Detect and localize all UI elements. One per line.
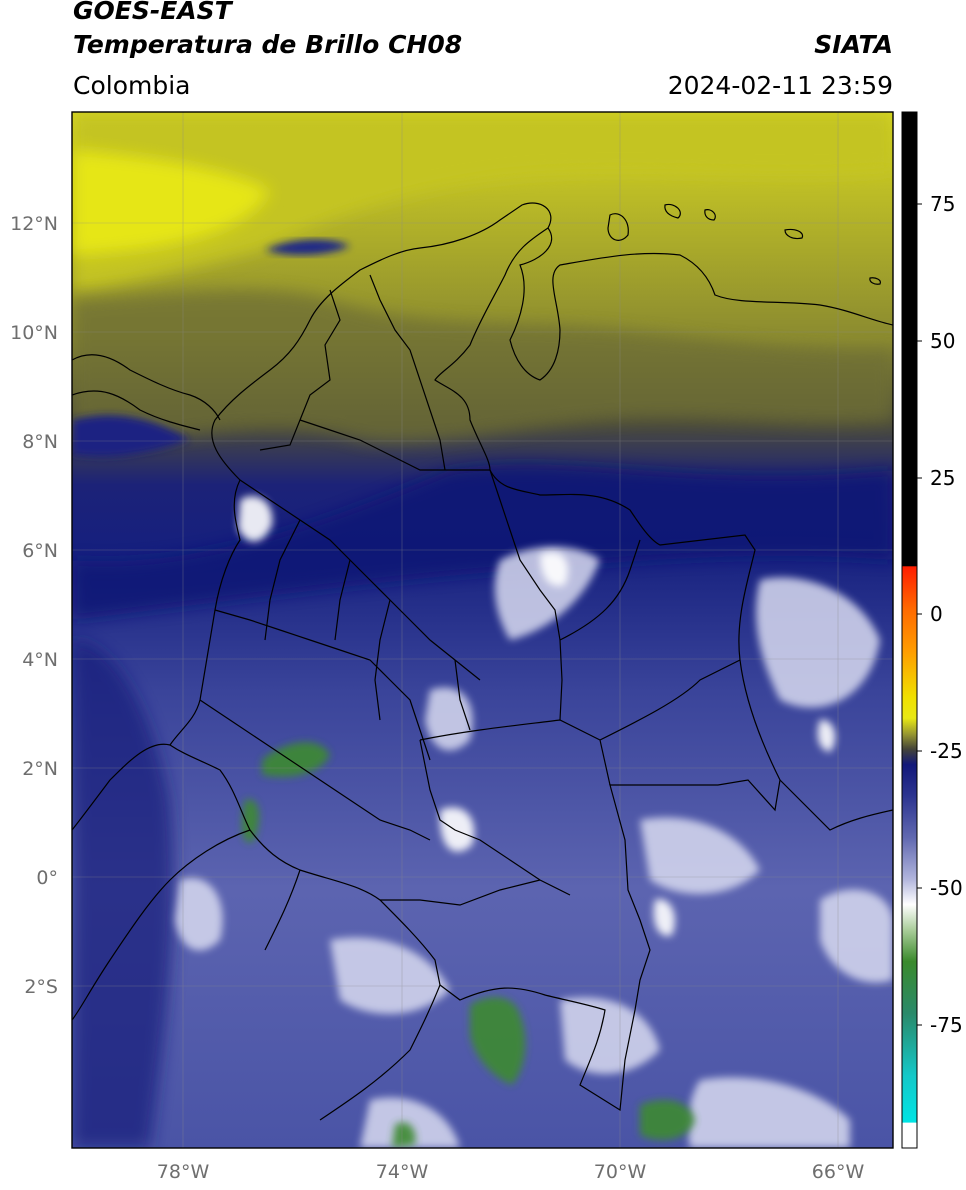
cold-cloud-tops: [241, 742, 695, 1148]
colorbar: 75 50 25 0 -25 -50 -75: [901, 111, 963, 1149]
brightness-temperature-field: [72, 112, 893, 1148]
map-frame: [71, 111, 894, 1149]
product-title: Temperatura de Brillo CH08: [73, 30, 463, 59]
lat-label: 10°N: [10, 322, 58, 344]
colorbar-tick-label: 75: [930, 192, 955, 216]
longitude-labels: 78°W 74°W 70°W 66°W: [157, 1161, 865, 1183]
satellite-title: GOES-EAST: [73, 0, 232, 25]
lat-label: 2°N: [22, 758, 58, 780]
colorbar-tick-label: 50: [930, 329, 955, 353]
datetime-label: 2024-02-11 23:59: [667, 71, 893, 100]
latitude-labels: 12°N 10°N 8°N 6°N 4°N 2°N 0° 2°S: [10, 213, 58, 998]
lat-label: 6°N: [22, 540, 58, 562]
lon-label: 74°W: [376, 1161, 429, 1183]
lon-label: 78°W: [157, 1161, 210, 1183]
lon-label: 66°W: [812, 1161, 865, 1183]
region-label: Colombia: [73, 71, 191, 100]
lat-label: 8°N: [22, 431, 58, 453]
colorbar-tick-label: -50: [930, 876, 963, 900]
lat-label: 12°N: [10, 213, 58, 235]
colorbar-gradient: [902, 112, 917, 1148]
colorbar-tick-label: -75: [930, 1013, 963, 1037]
colorbar-tick-label: 0: [930, 602, 943, 626]
colorbar-tick-label: -25: [930, 739, 963, 763]
colorbar-frame: [901, 111, 918, 1149]
colorbar-tick-label: 25: [930, 466, 955, 490]
lat-label: 2°S: [24, 976, 58, 998]
lat-label: 0°: [36, 867, 58, 889]
agency-label: SIATA: [814, 30, 893, 59]
lon-label: 70°W: [594, 1161, 647, 1183]
graticule: [72, 112, 893, 1148]
borders: [72, 202, 893, 1121]
lat-label: 4°N: [22, 649, 58, 671]
